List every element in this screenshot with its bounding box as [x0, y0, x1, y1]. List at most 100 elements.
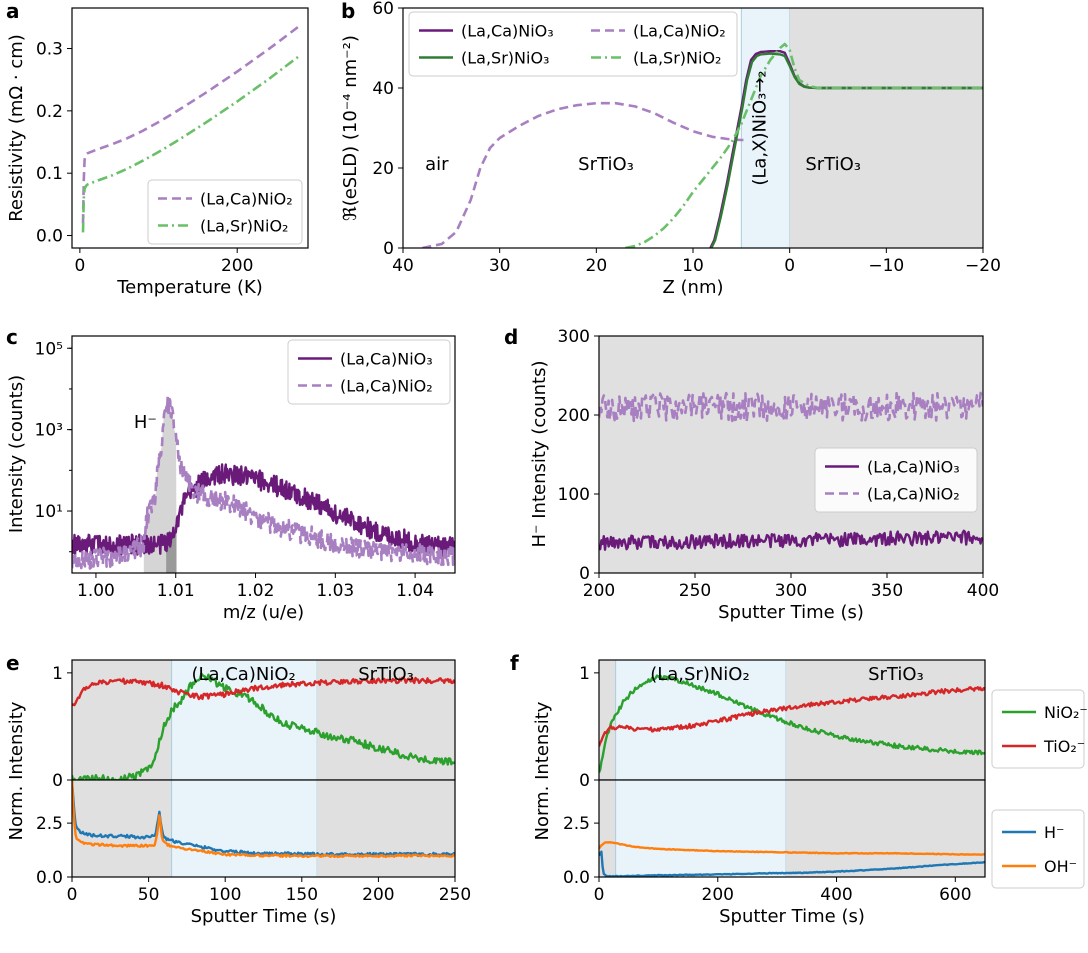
y-tick-label: 0 — [52, 771, 63, 791]
series-line — [72, 780, 455, 859]
panel-e_bottom: 0 50 100 150 200 250 0.0 2.5 Sputter Time (s) Nor… — [6, 701, 471, 927]
legend — [991, 809, 1085, 889]
x-tick-label: 1.02 — [237, 581, 275, 601]
legend-label: (La,Ca)NiO₂ — [340, 377, 433, 396]
y-tick-label: 300 — [558, 327, 590, 347]
series-group — [599, 391, 983, 551]
series-group — [599, 841, 985, 877]
region-0 — [599, 780, 616, 877]
panel-f_top: 0 1 f (La,Sr)NiO₂ SrTiO₃ NiO₂⁻ TiO₂⁻ — [510, 651, 1088, 791]
region-1 — [171, 780, 318, 877]
panel-e_top: 0 1 e (La,Ca)NiO₂ SrTiO₃ — [6, 651, 456, 791]
panel-letter: b — [341, 0, 355, 23]
x-tick-label: 400 — [967, 581, 999, 601]
x-axis-label: Sputter Time (s) — [718, 602, 864, 623]
x-tick-label: 200 — [702, 885, 734, 905]
series-line — [599, 391, 983, 423]
legend — [408, 11, 738, 77]
x-tick-label: 10 — [682, 256, 704, 276]
x-tick-label: 250 — [439, 885, 471, 905]
x-tick-label: 250 — [679, 581, 711, 601]
x-axis-label: m/z (u/e) — [223, 602, 304, 623]
legend-label: (La,Ca)NiO₃ — [867, 458, 960, 477]
x-tick-label: −10 — [868, 256, 904, 276]
series-line — [72, 463, 455, 558]
legend-label: (La,Ca)NiO₃ — [340, 350, 433, 369]
x-tick-label: 1.01 — [157, 581, 195, 601]
series-line — [422, 101, 747, 248]
x-tick-label: 150 — [286, 885, 318, 905]
y-tick-label: 100 — [558, 485, 590, 505]
series-line — [81, 54, 301, 233]
x-tick-label: 0 — [784, 256, 795, 276]
y-axis-label: H⁻ Intensity (counts) — [529, 360, 550, 547]
series-group — [72, 395, 455, 571]
x-tick-label: 200 — [583, 581, 615, 601]
series-line — [72, 781, 455, 858]
legend — [814, 447, 978, 513]
x-axis-label: Sputter Time (s) — [191, 906, 337, 927]
panel-f_bottom: 0 200 400 600 0.0 2.5 Sputter Time (s) Norm. In… — [532, 701, 1085, 927]
y-axis-label: Intensity (counts) — [6, 375, 27, 533]
y-tick-label: 10⁵ — [35, 339, 63, 359]
y-axis-label: Norm. Intensity — [6, 701, 27, 840]
region-2 — [786, 780, 985, 877]
x-tick-label: 0 — [67, 885, 78, 905]
x-tick-label: 0 — [594, 885, 605, 905]
x-tick-label: 20 — [586, 256, 608, 276]
legend-label: (La,Ca)NiO₂ — [867, 485, 960, 504]
legend — [287, 339, 451, 405]
region-label: (La,X)NiO₃→₂ — [750, 70, 771, 185]
y-tick-label: 40 — [372, 79, 394, 99]
series-line — [599, 841, 985, 856]
x-tick-label: 0 — [74, 256, 85, 276]
legend-label: (La,Sr)NiO₃ — [461, 49, 549, 68]
region-label: SrTiO₃ — [868, 664, 924, 685]
axes-frame — [71, 7, 309, 249]
x-tick-label: 1.00 — [77, 581, 115, 601]
x-tick-label: 30 — [489, 256, 511, 276]
annotation: SrTiO₃ — [578, 154, 634, 175]
series-group — [81, 24, 301, 233]
x-axis-label: Sputter Time (s) — [719, 906, 865, 927]
series-group — [422, 42, 983, 248]
y-tick-label: 0 — [383, 239, 394, 259]
y-tick-label: 1 — [579, 664, 590, 684]
panel-c: 1.00 1.01 1.02 1.03 1.04 10¹ 10³ 10⁵ m/z (u/e) In… — [6, 325, 456, 623]
x-tick-label: 50 — [138, 885, 160, 905]
series-line — [72, 672, 455, 780]
series-group — [599, 674, 985, 773]
annotation: SrTiO₃ — [805, 154, 861, 175]
x-tick-label: 100 — [209, 885, 241, 905]
axes-frame — [71, 779, 456, 878]
series-line — [81, 24, 301, 224]
panel-letter: e — [6, 651, 20, 675]
y-tick-label: 2.5 — [563, 814, 590, 834]
x-tick-label: 1.03 — [316, 581, 354, 601]
axes-frame — [71, 335, 456, 574]
y-tick-label: 0 — [579, 564, 590, 584]
series-line — [625, 42, 983, 248]
annotation: air — [425, 154, 449, 175]
region-2 — [786, 660, 985, 780]
legend-label: TiO₂⁻ — [1043, 737, 1085, 756]
y-tick-label: 0.0 — [36, 227, 63, 247]
y-tick-label: 10³ — [35, 421, 63, 441]
region-label: (La,Ca)NiO₂ — [191, 664, 295, 685]
series-line — [599, 850, 985, 877]
axes-frame — [598, 779, 986, 878]
x-axis-label: Z (nm) — [662, 277, 723, 298]
y-tick-label: 20 — [372, 159, 394, 179]
x-tick-label: 40 — [392, 256, 414, 276]
legend-label: (La,Sr)NiO₂ — [200, 217, 288, 236]
series-line — [710, 52, 983, 248]
legend-label: (La,Ca)NiO₂ — [633, 22, 726, 41]
series-line — [72, 395, 455, 571]
x-tick-label: 1.04 — [396, 581, 434, 601]
panel-b: 40 30 20 10 0 −10 −20 0 20 40 60 Z (nm) ℜ(eSLD) (10⁻… — [340, 0, 1001, 298]
region-0 — [72, 780, 172, 877]
y-tick-label: 10¹ — [35, 502, 63, 522]
panel-a: 0 200 0.0 0.1 0.2 0.3 Temperature (K) Resistivi… — [6, 0, 309, 298]
